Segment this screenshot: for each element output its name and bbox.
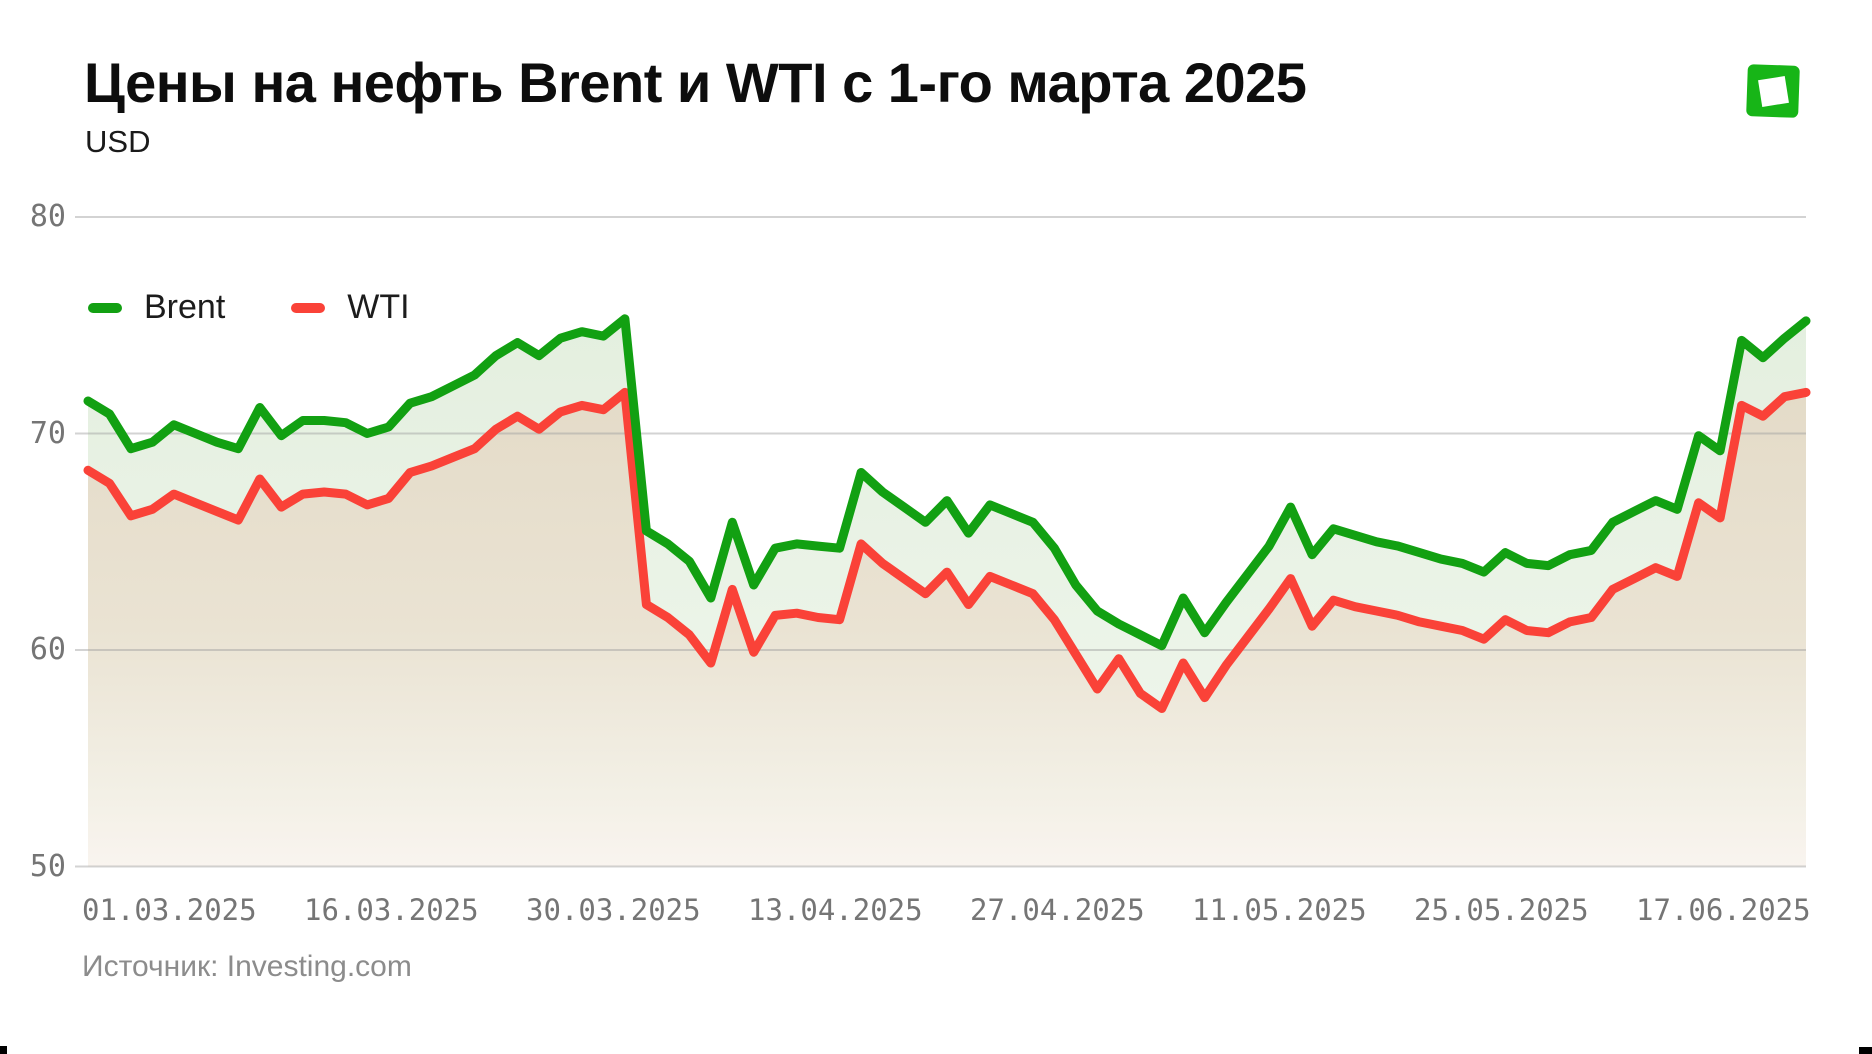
y-tick-label-60: 60 xyxy=(29,632,66,667)
x-tick-label: 30.03.2025 xyxy=(526,893,701,927)
x-tick-label: 11.05.2025 xyxy=(1192,893,1367,927)
axis-unit-label: USD xyxy=(85,124,151,159)
legend-item-brent: Brent xyxy=(88,288,225,327)
x-tick-label: 13.04.2025 xyxy=(748,893,923,927)
brent-line xyxy=(83,314,1811,651)
x-tick-label: 27.04.2025 xyxy=(970,893,1145,927)
x-tick-label: 25.05.2025 xyxy=(1414,893,1589,927)
y-tick-label-70: 70 xyxy=(29,415,66,451)
wti-area-fill xyxy=(88,392,1806,867)
legend-label-wti: WTI xyxy=(347,288,410,326)
green-square-logo-icon xyxy=(1746,64,1800,118)
legend-label-brent: Brent xyxy=(144,288,226,326)
legend: Brent WTI xyxy=(88,288,454,327)
source-credit: Источник: Investing.com xyxy=(82,950,412,983)
wti-line xyxy=(83,387,1811,713)
y-tick-label-80: 80 xyxy=(29,199,66,234)
wti-line-swatch-icon xyxy=(291,302,326,313)
x-tick-label: 01.03.2025 xyxy=(82,893,257,927)
brand-logo xyxy=(1744,62,1802,120)
bottom-right-mark xyxy=(1859,1047,1872,1054)
x-tick-label: 17.06.2025 xyxy=(1636,893,1811,927)
page-title: Цены на нефть Brent и WTI с 1-го марта 2… xyxy=(84,51,1307,114)
y-tick-label-50: 50 xyxy=(29,848,66,884)
brent-line-swatch-icon xyxy=(88,302,122,313)
x-tick-label: 16.03.2025 xyxy=(304,893,479,927)
legend-item-wti: WTI xyxy=(291,288,410,327)
bottom-left-mark xyxy=(0,1046,7,1054)
spread-band-fill xyxy=(88,318,1806,709)
